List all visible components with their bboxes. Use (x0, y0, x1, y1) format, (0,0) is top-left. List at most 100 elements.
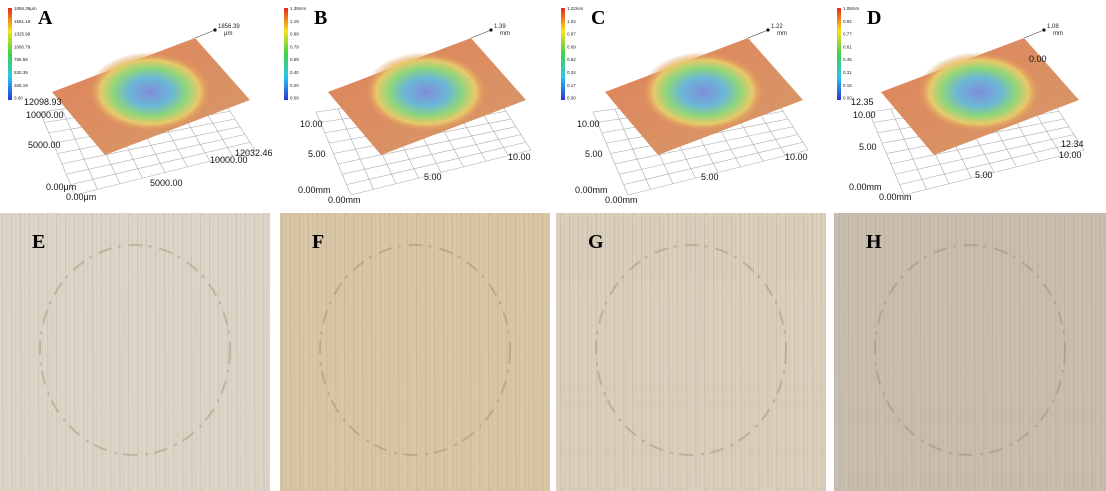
panel-label: G (588, 231, 604, 253)
photo-panels: E F G H (0, 213, 1106, 491)
surface-panel: 1.39mm1.39mm1.190.990.790.590.400.200.00… (284, 6, 531, 205)
colorbar-tick: 0.46 (843, 57, 852, 62)
colorbar-tick: 1.39mm (290, 6, 307, 11)
grid-line (904, 150, 1084, 195)
colorbar-tick: 0.92 (843, 19, 852, 24)
colorbar-tick: 530.39 (14, 70, 28, 75)
axis-label: 10.00 (300, 119, 323, 129)
axis-label: 5.00 (701, 172, 719, 182)
colorbar-tick: 0.69 (567, 44, 576, 49)
photo-panel: G (556, 213, 826, 491)
panel-label: D (867, 7, 881, 29)
axis-label: 0.00mm (328, 195, 361, 205)
peak-marker (766, 28, 769, 31)
axis-label: 12098.93 (24, 97, 62, 107)
axis-label: 5000.00 (150, 178, 183, 188)
peak-label: 1.22 (771, 24, 783, 30)
surface-panel: 1.22mm1.22mm1.040.870.690.520.340.170.00… (561, 6, 808, 205)
colorbar-tick: 0.40 (290, 70, 299, 75)
axis (195, 30, 215, 38)
colorbar-tick: 0.61 (843, 44, 852, 49)
axis-label: 12.35 (851, 97, 874, 107)
colorbar (561, 8, 565, 100)
axis-label: 0.00μm (46, 182, 76, 192)
peak-unit: mm (500, 31, 510, 37)
peak-marker (1042, 28, 1045, 31)
peak-label: 1.39 (494, 24, 506, 30)
colorbar-tick: 0.15 (843, 83, 852, 88)
axis (748, 30, 768, 38)
axis-label: 0.00mm (879, 192, 912, 202)
colorbar-tick: 0.00 (290, 96, 299, 101)
axis-label: 5000.00 (28, 140, 61, 150)
colorbar (837, 8, 841, 100)
peak-unit: μm (224, 31, 232, 37)
axis-label: 5.00 (859, 142, 877, 152)
crater (641, 52, 765, 132)
photo-panel: F (280, 213, 550, 491)
colorbar-tick: 1591.19 (14, 19, 31, 24)
surface-panels: 1856.39μm1856.39μm1591.191325.991060.797… (8, 6, 1084, 205)
colorbar-tick: 1.08mm (843, 6, 860, 11)
colorbar-tick: 0.34 (567, 70, 576, 75)
axis (471, 30, 491, 38)
panel-label: C (591, 7, 605, 29)
axis-label: 0.00mm (575, 185, 608, 195)
colorbar-tick: 0.00 (567, 96, 576, 101)
colorbar-tick: 1.19 (290, 19, 299, 24)
colorbar-tick: 0.17 (567, 83, 576, 88)
colorbar (284, 8, 288, 100)
colorbar-tick: 0.52 (567, 57, 576, 62)
axis-label: 12032.46 (235, 148, 273, 158)
panel-label: H (866, 231, 882, 253)
surface-panel: 1856.39μm1856.39μm1591.191325.991060.797… (8, 6, 273, 202)
axis-label: 12.34 (1061, 139, 1084, 149)
peak-label: 1.08 (1047, 24, 1059, 30)
surface-panel: 1.08mm 1.08mm 0.92 0.77 0.61 0.46 0.31 0.15 0.00… (837, 6, 1084, 202)
panel-label: B (314, 7, 327, 29)
colorbar-tick: 1060.79 (14, 44, 31, 49)
axis (1024, 30, 1044, 38)
colorbar-tick: 0.77 (843, 32, 852, 37)
colorbar-tick: 0.87 (567, 32, 576, 37)
photo-panel: E (0, 213, 270, 491)
colorbar-tick: 0.79 (290, 44, 299, 49)
crater (917, 52, 1041, 132)
axis-label: 0.00 (1029, 54, 1047, 64)
panel-label: E (32, 231, 45, 253)
colorbar-tick: 0.00 (14, 96, 23, 101)
colorbar-tick: 0.31 (843, 70, 852, 75)
peak-marker (213, 28, 216, 31)
crater (364, 52, 488, 132)
colorbar-tick: 0.99 (290, 32, 299, 37)
peak-unit: mm (1053, 31, 1063, 37)
panel-label: F (312, 231, 324, 253)
axis-label: 10.00 (785, 152, 808, 162)
axis-label: 0.00μm (66, 192, 96, 202)
axis-label: 5.00 (424, 172, 442, 182)
colorbar-tick: 1.22mm (567, 6, 584, 11)
axis-label: 10.00 (577, 119, 600, 129)
crater (88, 52, 212, 132)
colorbar-tick: 1856.39μm (14, 6, 37, 11)
peak-label: 1856.39 (218, 24, 240, 30)
axis-label: 10.00 (1059, 150, 1082, 160)
axis-label: 10.00 (508, 152, 531, 162)
colorbar (8, 8, 12, 100)
axis-label: 10.00 (853, 110, 876, 120)
colorbar-tick: 1.04 (567, 19, 576, 24)
axis-label: 0.00mm (298, 185, 331, 195)
colorbar-tick: 0.59 (290, 57, 299, 62)
axis-label: 10000.00 (26, 110, 64, 120)
figure: 1856.39μm1856.39μm1591.191325.991060.797… (0, 0, 1106, 491)
photo-panel: H (834, 213, 1106, 491)
axis-label: 5.00 (585, 149, 603, 159)
peak-marker (489, 28, 492, 31)
axis-label: 5.00 (308, 149, 326, 159)
axis-label: 0.00mm (605, 195, 638, 205)
colorbar-tick: 265.19 (14, 83, 28, 88)
axis-label: 5.00 (975, 170, 993, 180)
panel-label: A (38, 7, 53, 29)
colorbar-tick: 795.59 (14, 57, 28, 62)
axis-label: 0.00mm (849, 182, 882, 192)
